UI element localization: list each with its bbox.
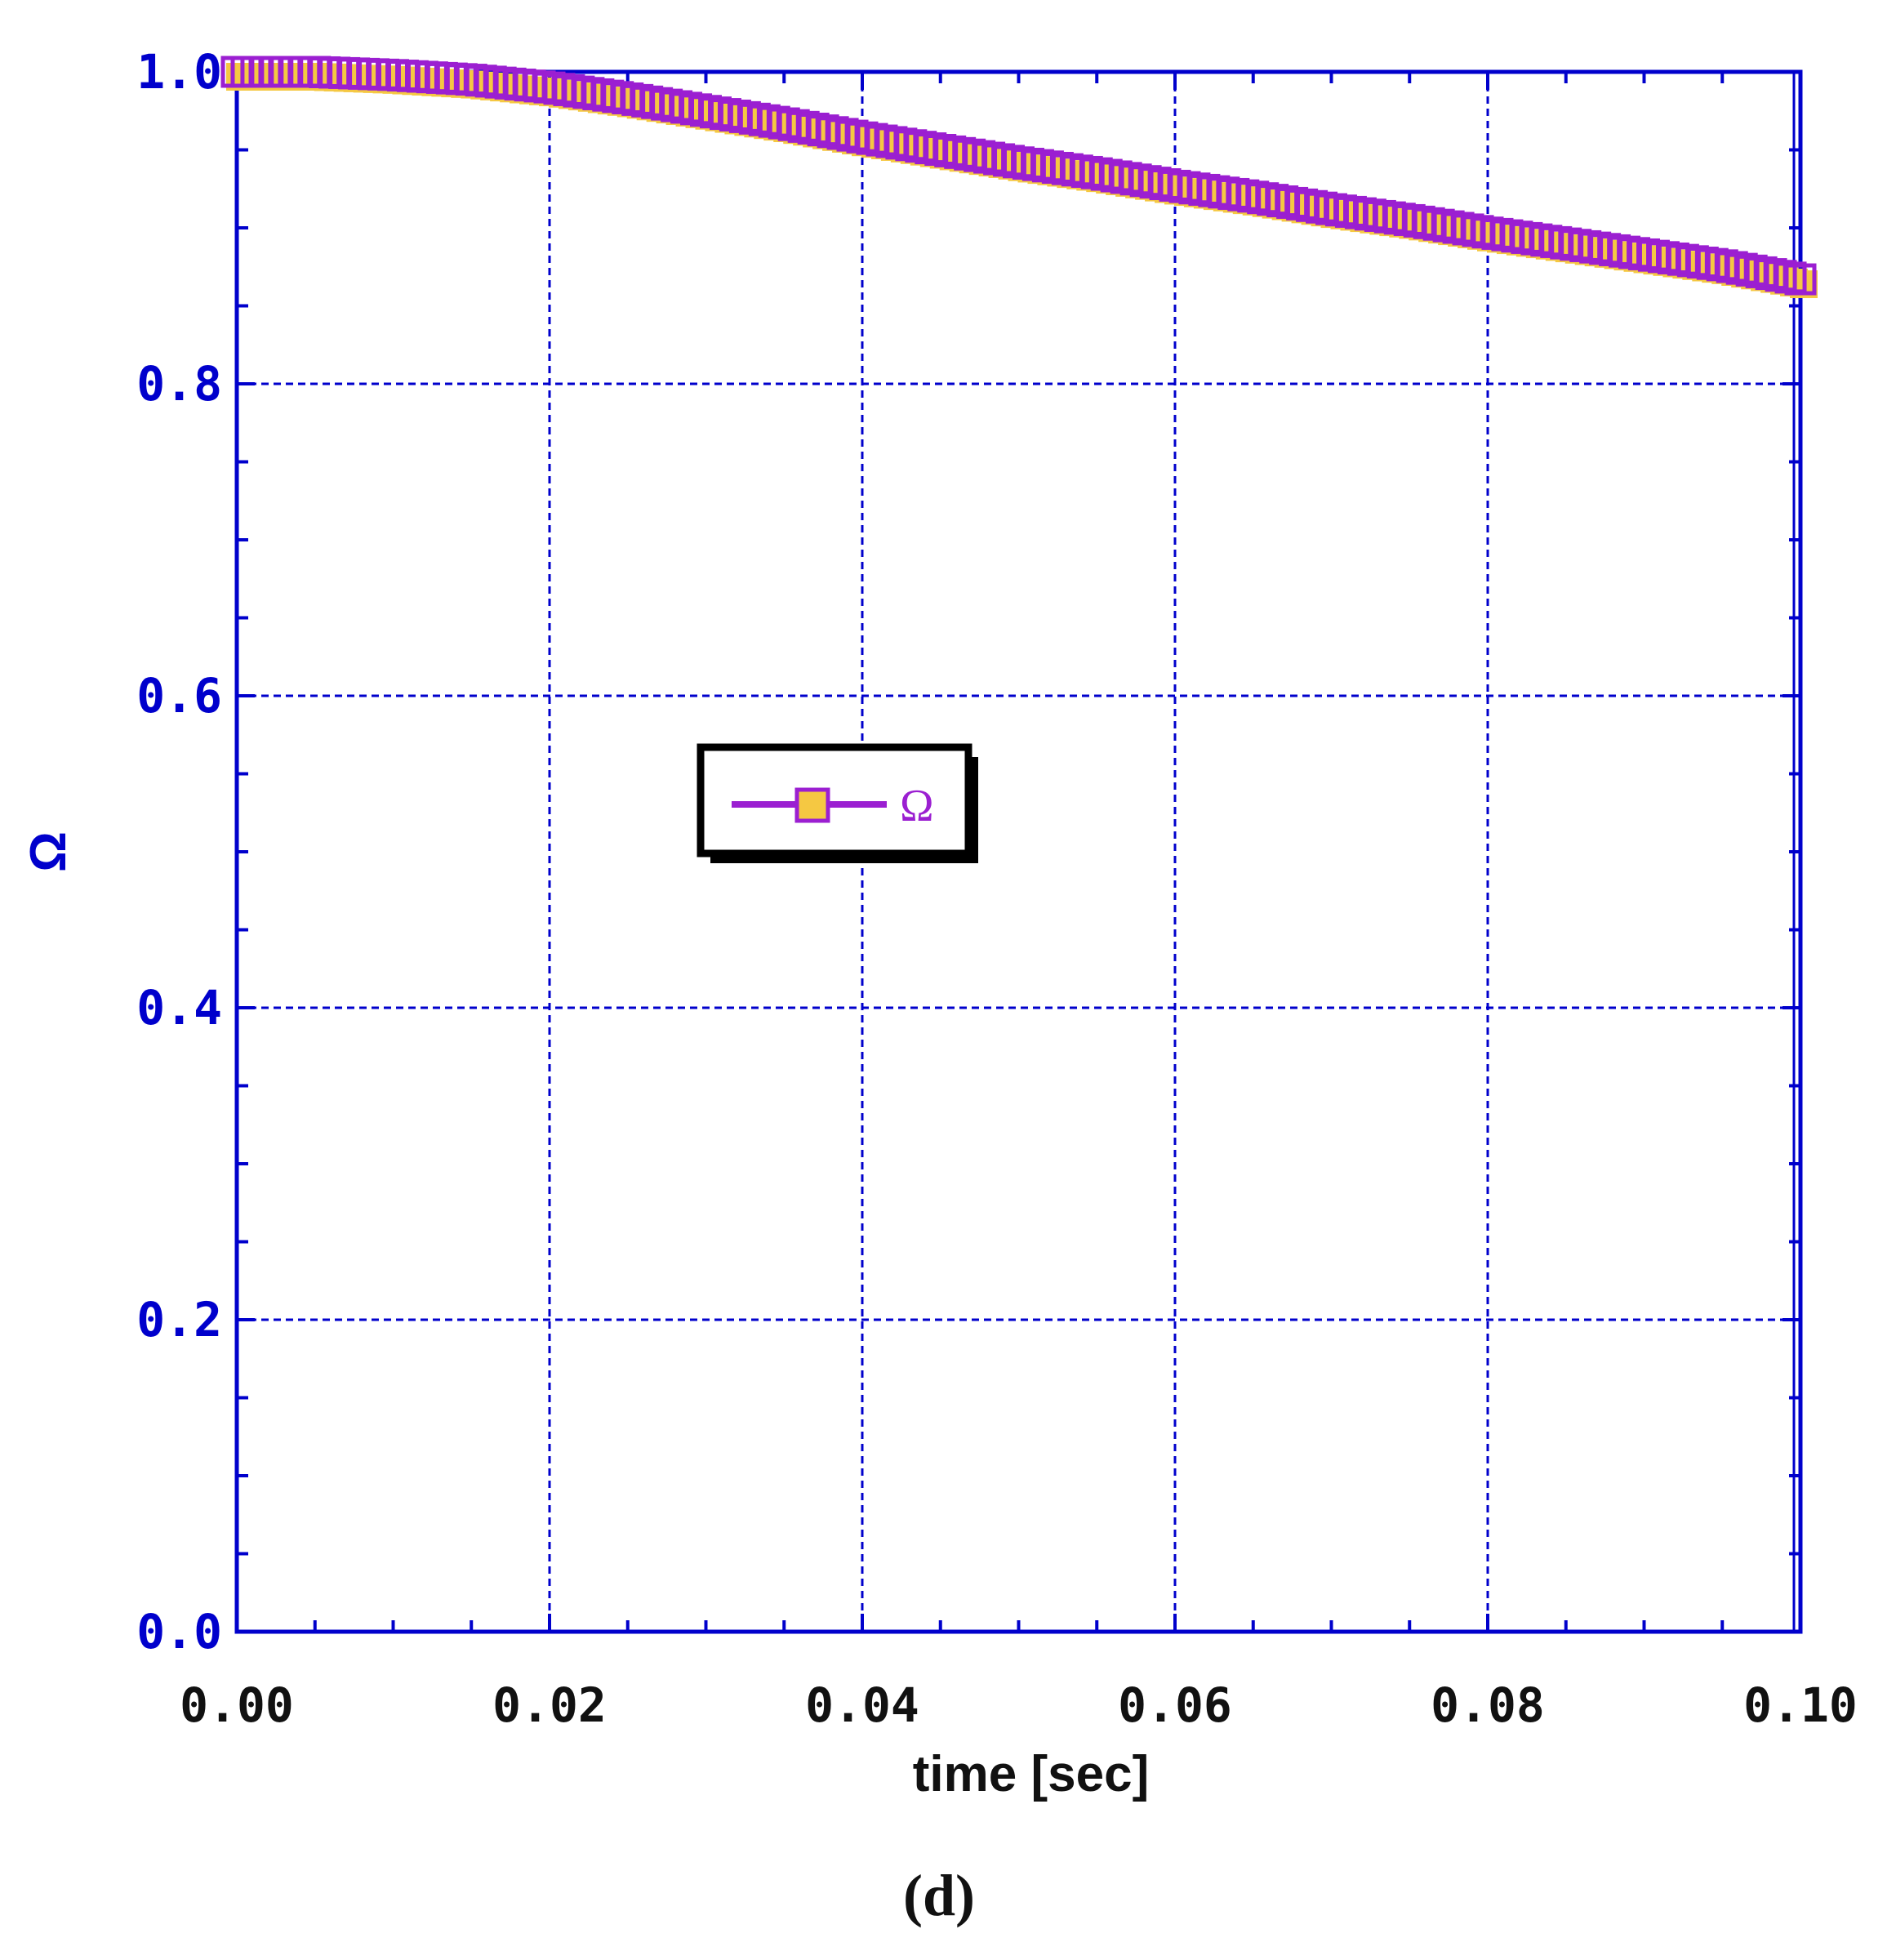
minor-ticks bbox=[235, 70, 1802, 1633]
y-tick-label: 0.8 bbox=[136, 356, 222, 412]
data-point bbox=[1784, 263, 1817, 296]
y-axis-title: Ω bbox=[20, 831, 77, 872]
y-tick-label: 0.0 bbox=[136, 1604, 222, 1659]
x-tick-labels: 0.00 0.02 0.04 0.06 0.08 0.10 bbox=[180, 1677, 1858, 1733]
x-tick-label: 0.04 bbox=[805, 1677, 919, 1733]
plot-frame bbox=[234, 69, 1803, 1634]
x-tick-label: 0.06 bbox=[1118, 1677, 1232, 1733]
x-axis-title: time [sec] bbox=[913, 1746, 1149, 1802]
y-tick-label: 0.4 bbox=[136, 980, 222, 1036]
x-tick-label: 0.02 bbox=[492, 1677, 607, 1733]
x-tick-label: 0.10 bbox=[1743, 1677, 1858, 1733]
figure-caption: (d) bbox=[903, 1863, 975, 1928]
legend-label: Ω bbox=[900, 781, 934, 831]
legend: Ω bbox=[697, 743, 978, 863]
legend-box bbox=[697, 743, 972, 858]
y-tick-labels: 0.0 0.2 0.4 0.6 0.8 1.0 bbox=[136, 44, 222, 1659]
y-tick-label: 1.0 bbox=[136, 44, 222, 100]
x-tick-label: 0.00 bbox=[180, 1677, 294, 1733]
y-tick-label: 0.2 bbox=[136, 1292, 222, 1348]
y-tick-label: 0.6 bbox=[136, 668, 222, 724]
legend-marker-sample bbox=[794, 787, 830, 823]
x-tick-label: 0.08 bbox=[1431, 1677, 1545, 1733]
series-layer bbox=[220, 56, 1818, 299]
grid-lines bbox=[235, 70, 1802, 1633]
